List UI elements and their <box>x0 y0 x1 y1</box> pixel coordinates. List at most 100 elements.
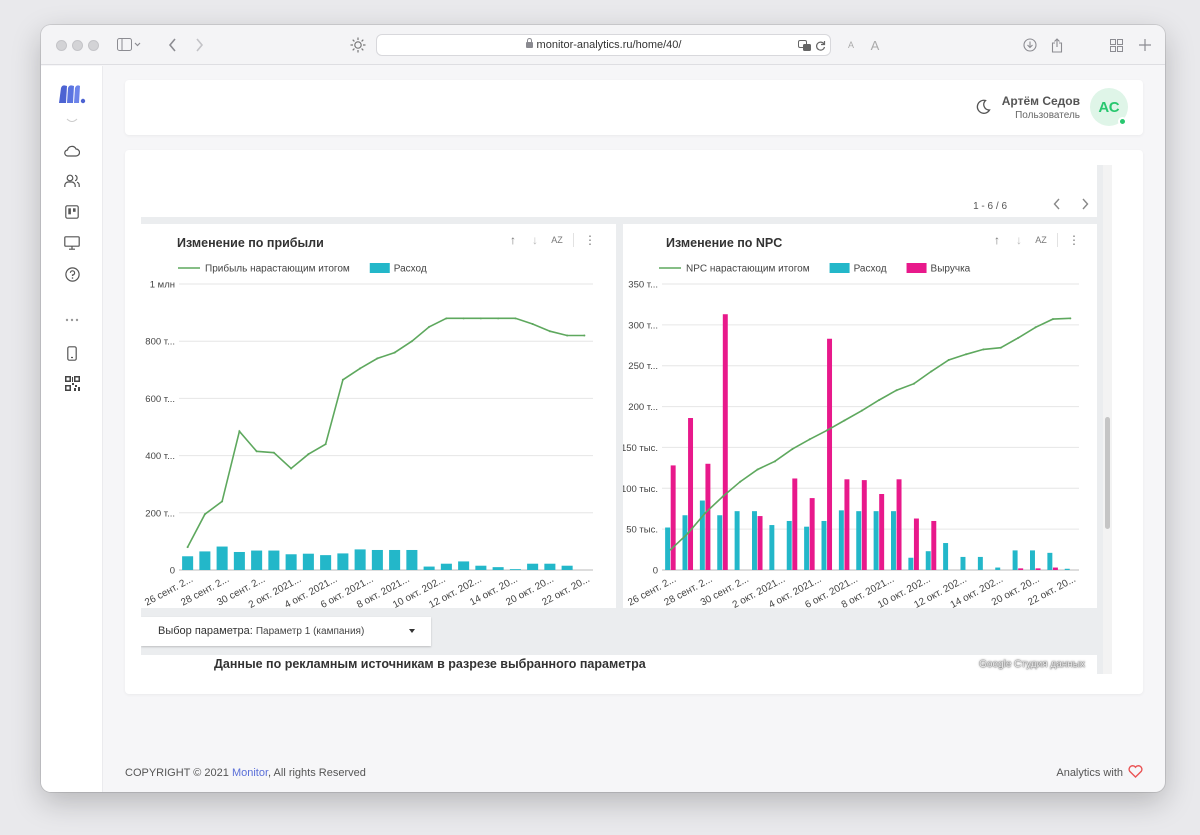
brightness-icon[interactable] <box>348 33 368 57</box>
bar <box>251 550 263 570</box>
share-icon[interactable] <box>1047 33 1067 57</box>
chart-menu-icon[interactable]: ⋮ <box>1068 233 1080 247</box>
bar <box>873 511 879 570</box>
cloud-icon[interactable] <box>62 141 82 161</box>
new-tab-icon[interactable] <box>1135 33 1155 57</box>
browser-toolbar: monitor-analytics.ru/home/40/ A A <box>41 25 1165 65</box>
bar <box>792 478 798 570</box>
minimize-window-button[interactable] <box>72 40 83 51</box>
line-point <box>860 409 863 412</box>
bar <box>389 549 401 570</box>
bar <box>821 520 827 570</box>
sidebar-toggle-icon[interactable] <box>114 33 144 57</box>
bar <box>233 551 245 570</box>
download-icon[interactable] <box>1020 33 1040 57</box>
bar <box>285 554 297 570</box>
y-tick-label: 250 т... <box>628 361 658 372</box>
line-point <box>669 548 672 551</box>
bar <box>1012 550 1018 570</box>
line-point <box>1034 326 1037 329</box>
legend-bar-swatch <box>906 263 927 273</box>
back-icon[interactable] <box>165 33 181 57</box>
collapse-icon[interactable] <box>62 116 82 126</box>
data-studio-badge[interactable]: Google Студия данных <box>979 659 1085 670</box>
legend-label: Расход <box>394 264 427 275</box>
bar <box>665 527 671 570</box>
users-icon[interactable] <box>62 171 82 191</box>
chart-menu-icon[interactable]: ⋮ <box>584 233 596 247</box>
bar <box>561 565 573 570</box>
line-point <box>307 453 310 456</box>
bar <box>268 550 280 570</box>
bar <box>492 567 504 570</box>
sort-az-icon[interactable]: AZ <box>551 235 563 245</box>
monitor-logo[interactable] <box>58 83 86 105</box>
bar <box>752 511 757 570</box>
report-top-band: 1 - 6 / 6 <box>141 165 1097 217</box>
series-line <box>670 317 1071 551</box>
scroll-thumb[interactable] <box>1105 417 1110 529</box>
line-point <box>965 353 968 356</box>
sort-az-icon[interactable]: AZ <box>1035 235 1047 245</box>
monitor-icon[interactable] <box>62 233 82 253</box>
line-point <box>1017 336 1020 339</box>
board-icon[interactable] <box>62 202 82 222</box>
legend-label: Прибыль нарастающим итогом <box>205 263 350 275</box>
forward-icon[interactable] <box>191 33 207 57</box>
moon-icon[interactable] <box>975 99 991 120</box>
bar <box>705 463 711 570</box>
bar <box>908 557 914 570</box>
sort-desc-icon[interactable]: ↓ <box>532 233 538 247</box>
legend-bar-swatch <box>369 263 390 273</box>
line-point <box>687 532 690 535</box>
parameter-select[interactable]: Выбор параметра: Параметр 1 (кампания) <box>141 617 431 646</box>
bar <box>757 516 763 570</box>
zoom-window-button[interactable] <box>88 40 99 51</box>
line-point <box>999 346 1002 349</box>
line-point <box>791 448 794 451</box>
bar <box>977 556 983 570</box>
more-icon[interactable] <box>62 310 82 330</box>
text-smaller-button[interactable]: A <box>847 40 854 50</box>
bar <box>861 480 867 570</box>
address-bar[interactable]: monitor-analytics.ru/home/40/ <box>376 34 831 56</box>
brand-link[interactable]: Monitor <box>231 767 269 779</box>
bar <box>423 566 435 570</box>
line-point <box>341 378 344 381</box>
bar <box>1035 568 1041 570</box>
close-window-button[interactable] <box>56 40 67 51</box>
line-point <box>203 513 206 516</box>
line-point <box>479 317 482 320</box>
page-prev-icon[interactable] <box>1053 198 1061 213</box>
tab-overview-icon[interactable] <box>1106 33 1126 57</box>
bar <box>458 561 470 570</box>
line-point <box>721 495 724 498</box>
reload-icon[interactable] <box>815 39 826 57</box>
bar <box>1064 568 1070 570</box>
report-scrollbar[interactable] <box>1103 165 1112 674</box>
line-point <box>583 334 586 337</box>
y-tick-label: 0 <box>653 566 658 577</box>
y-tick-label: 200 т... <box>145 508 175 519</box>
text-larger-button[interactable]: A <box>870 37 880 53</box>
line-point <box>272 451 275 454</box>
sort-asc-icon[interactable]: ↑ <box>510 233 516 247</box>
page-next-icon[interactable] <box>1081 198 1089 213</box>
sort-desc-icon[interactable]: ↓ <box>1016 233 1022 247</box>
help-icon[interactable] <box>62 264 82 284</box>
bar <box>722 314 728 570</box>
bar <box>717 515 723 570</box>
caret-down-icon <box>409 629 415 633</box>
bar <box>1047 552 1053 570</box>
translate-icon[interactable] <box>798 39 812 57</box>
y-tick-label: 400 т... <box>145 451 175 462</box>
sort-asc-icon[interactable]: ↑ <box>994 233 1000 247</box>
y-tick-label: 300 т... <box>628 320 658 331</box>
qr-code-icon[interactable] <box>62 373 82 393</box>
bar <box>809 498 815 570</box>
footer-analytics: Analytics with <box>1056 765 1143 781</box>
mobile-icon[interactable] <box>62 343 82 363</box>
data-studio-report[interactable]: 1 - 6 / 6 Изменение по прибыли ↑ ↓ AZ <box>141 165 1112 674</box>
y-tick-label: 800 т... <box>145 337 175 348</box>
bar <box>371 549 383 570</box>
